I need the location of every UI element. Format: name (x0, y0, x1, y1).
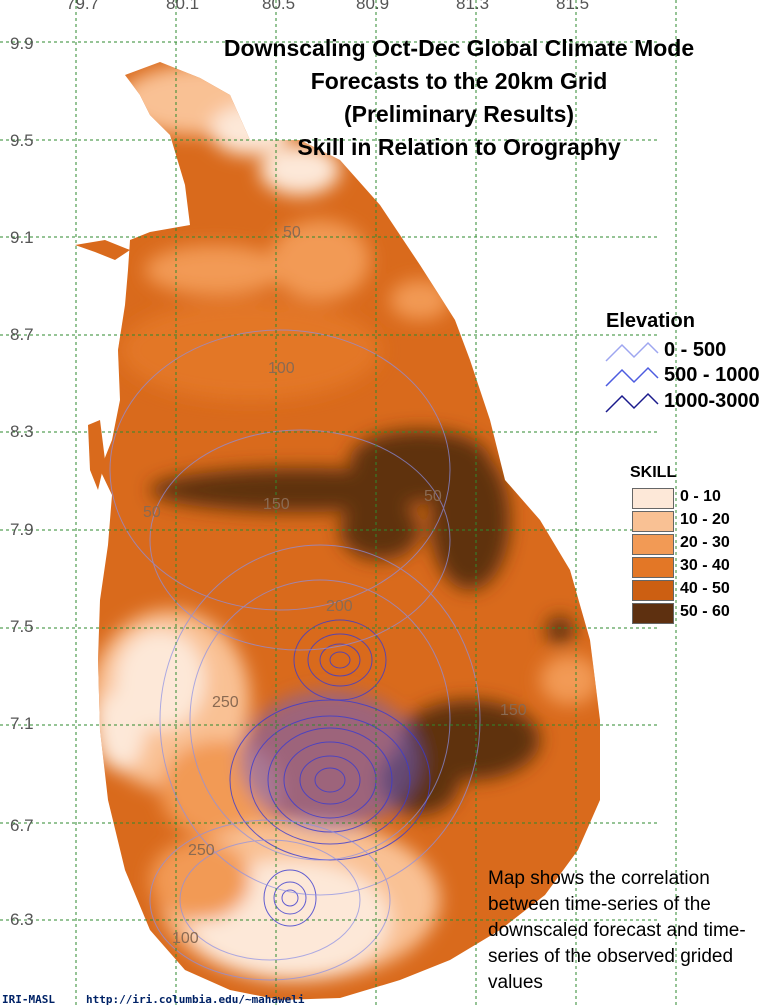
lat-label: 8.7 (10, 325, 34, 344)
contour-line-icon (605, 341, 659, 362)
lon-label: 80.5 (262, 0, 296, 13)
contour-line-icon (605, 366, 659, 387)
elevation-legend-label: 500 - 1000 (664, 364, 760, 386)
lat-label: 9.1 (10, 228, 34, 247)
skill-legend-label: 30 - 40 (680, 557, 730, 574)
contour-label: 150 (500, 702, 527, 719)
lat-label: 9.5 (10, 131, 34, 150)
skill-legend-label: 50 - 60 (680, 603, 730, 620)
lat-label: 9.9 (10, 34, 34, 53)
skill-swatch (632, 557, 674, 578)
contour-label: 50 (143, 504, 161, 521)
contour-label: 50 (283, 224, 301, 241)
elevation-legend-label: 1000-3000 (664, 390, 760, 412)
skill-swatch (632, 580, 674, 601)
lat-label: 8.3 (10, 422, 34, 441)
lat-label: 6.7 (10, 816, 34, 835)
skill-swatch (632, 488, 674, 509)
title-line: Downscaling Oct-Dec Global Climate Mode (223, 35, 695, 61)
lat-label: 7.9 (10, 520, 34, 539)
contour-label: 100 (268, 360, 295, 377)
title-line: Forecasts to the 20km Grid (310, 68, 608, 94)
lat-label: 6.3 (10, 910, 34, 929)
contour-line-icon (605, 392, 659, 413)
skill-swatch (632, 511, 674, 532)
skill-legend-label: 40 - 50 (680, 580, 730, 597)
footer-org: IRI-MASL (2, 993, 55, 1006)
contour-label: 50 (424, 488, 442, 505)
lon-label: 81.3 (456, 0, 490, 13)
skill-legend-label: 20 - 30 (680, 534, 730, 551)
elevation-legend-item: 500 - 1000 (604, 362, 768, 392)
contour-label: 150 (263, 496, 290, 513)
skill-legend-title: SKILL (630, 464, 677, 481)
lon-label: 79.7 (66, 0, 100, 13)
elevation-legend-item: 0 - 500 (604, 337, 768, 367)
skill-swatch (632, 603, 674, 624)
skill-legend-label: 10 - 20 (680, 511, 730, 528)
lat-label: 7.5 (10, 617, 34, 636)
contour-label: 250 (188, 842, 215, 859)
skill-swatch (632, 534, 674, 555)
contour-label: 250 (212, 694, 239, 711)
map-title: Downscaling Oct-Dec Global Climate Mode … (150, 32, 768, 164)
lon-label: 81.5 (556, 0, 590, 13)
lon-label: 80.9 (356, 0, 390, 13)
elevation-legend-label: 0 - 500 (664, 339, 727, 361)
lon-label: 80.1 (166, 0, 200, 13)
elevation-legend-title: Elevation (606, 310, 695, 332)
elevation-legend-item: 1000-3000 (604, 388, 768, 418)
footer-url[interactable]: http://iri.columbia.edu/~mahaweli (86, 993, 305, 1006)
title-line: (Preliminary Results) (343, 101, 575, 127)
contour-label: 200 (326, 598, 353, 615)
contour-label: 100 (172, 930, 199, 947)
map-note: Map shows the correlation between time-s… (488, 868, 746, 993)
title-line: Skill in Relation to Orography (297, 134, 621, 160)
skill-legend-label: 0 - 10 (680, 488, 721, 505)
lat-label: 7.1 (10, 714, 34, 733)
